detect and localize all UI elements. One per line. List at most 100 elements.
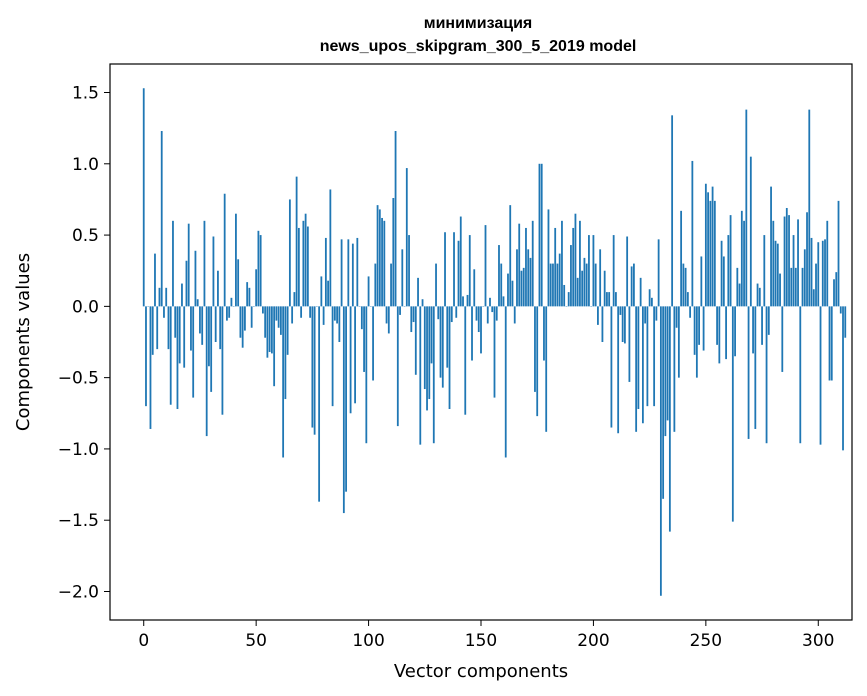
bar-component-118 — [408, 235, 410, 307]
bar-component-37 — [226, 306, 228, 321]
bar-component-143 — [464, 306, 467, 415]
bar-component-277 — [765, 306, 768, 444]
x-axis-ticks: 0 50 100 150 200 250 300 — [138, 620, 834, 651]
bar-component-164 — [511, 280, 514, 307]
bar-component-280 — [772, 220, 775, 307]
bar-component-191 — [572, 227, 575, 307]
bar-component-241 — [684, 267, 687, 307]
bars-group — [142, 88, 847, 596]
bar-component-168 — [520, 270, 523, 307]
bar-component-283 — [779, 273, 781, 307]
bar-component-0 — [142, 88, 145, 307]
bar-component-300 — [817, 242, 820, 307]
bar-component-279 — [770, 186, 772, 307]
bar-component-33 — [217, 270, 219, 307]
bar-component-27 — [203, 220, 206, 307]
bar-component-136 — [448, 306, 451, 410]
bar-component-53 — [262, 306, 264, 314]
bar-component-52 — [259, 235, 262, 307]
bar-component-20 — [187, 223, 190, 307]
bar-component-229 — [657, 239, 660, 307]
bar-component-281 — [774, 240, 777, 307]
bar-component-159 — [500, 263, 503, 307]
bar-component-256 — [718, 306, 721, 364]
bar-component-273 — [756, 283, 759, 307]
bar-component-121 — [414, 306, 417, 375]
bar-component-44 — [241, 306, 244, 348]
bar-component-255 — [716, 306, 718, 345]
bar-component-13 — [172, 220, 174, 307]
bar-component-234 — [668, 306, 671, 532]
bar-component-87 — [338, 306, 341, 342]
x-tick-label-300: 300 — [802, 631, 834, 651]
bar-component-298 — [812, 289, 815, 307]
bar-component-207 — [608, 292, 611, 307]
bar-component-171 — [527, 249, 530, 307]
bar-component-135 — [446, 306, 449, 368]
bar-component-158 — [498, 245, 500, 307]
bar-component-120 — [412, 306, 415, 323]
bar-component-85 — [333, 306, 336, 321]
bar-component-154 — [489, 297, 491, 307]
bar-component-253 — [711, 186, 714, 307]
bar-component-185 — [558, 253, 561, 307]
bar-component-201 — [594, 263, 597, 307]
bar-component-309 — [837, 200, 840, 307]
bar-component-42 — [237, 259, 240, 307]
bar-component-160 — [502, 296, 505, 307]
bar-component-216 — [628, 306, 631, 382]
bar-component-296 — [808, 109, 811, 307]
bar-component-61 — [279, 306, 282, 335]
y-tick-label-0: −2.0 — [58, 582, 99, 602]
bar-component-161 — [504, 306, 507, 458]
bar-component-311 — [842, 306, 844, 451]
bar-component-247 — [698, 306, 700, 345]
x-tick-label-100: 100 — [352, 631, 384, 651]
bar-component-26 — [201, 306, 204, 345]
bar-component-299 — [815, 263, 817, 307]
bar-component-23 — [194, 250, 197, 307]
bar-component-141 — [459, 216, 462, 307]
y-tick-label-4: 0.0 — [72, 297, 99, 317]
bar-component-195 — [581, 270, 584, 307]
bar-component-167 — [518, 223, 521, 307]
bar-component-214 — [624, 306, 626, 344]
bar-component-78 — [318, 306, 321, 502]
bar-component-294 — [803, 249, 806, 307]
bar-component-117 — [405, 168, 408, 307]
bar-component-91 — [347, 239, 350, 307]
bar-component-203 — [599, 249, 602, 307]
bar-component-265 — [738, 283, 741, 307]
bar-component-186 — [561, 220, 563, 307]
bar-component-4 — [151, 306, 154, 355]
bar-component-162 — [507, 273, 509, 307]
bar-component-200 — [592, 235, 595, 307]
bar-component-114 — [399, 306, 401, 315]
bar-component-57 — [270, 306, 273, 354]
bar-component-75 — [311, 306, 314, 428]
bar-component-189 — [567, 292, 570, 307]
bar-component-267 — [743, 220, 745, 307]
bar-component-312 — [844, 306, 847, 338]
bar-component-90 — [345, 306, 347, 492]
bar-component-64 — [286, 306, 289, 355]
bar-component-257 — [720, 240, 723, 307]
bar-component-1 — [145, 306, 147, 407]
bar-component-178 — [543, 306, 545, 361]
bar-component-14 — [174, 306, 177, 338]
bar-component-245 — [693, 306, 696, 355]
x-tick-label-250: 250 — [690, 631, 722, 651]
bar-component-182 — [552, 263, 554, 307]
bar-component-172 — [529, 257, 532, 307]
bar-component-286 — [785, 207, 788, 307]
bar-component-254 — [713, 200, 716, 307]
bar-component-58 — [273, 306, 276, 387]
bar-component-107 — [383, 220, 386, 307]
bar-component-99 — [365, 306, 368, 444]
bar-component-93 — [351, 243, 354, 307]
bar-component-24 — [196, 299, 199, 307]
bar-component-242 — [686, 292, 689, 307]
bar-component-112 — [394, 131, 397, 307]
bar-component-263 — [734, 306, 736, 357]
